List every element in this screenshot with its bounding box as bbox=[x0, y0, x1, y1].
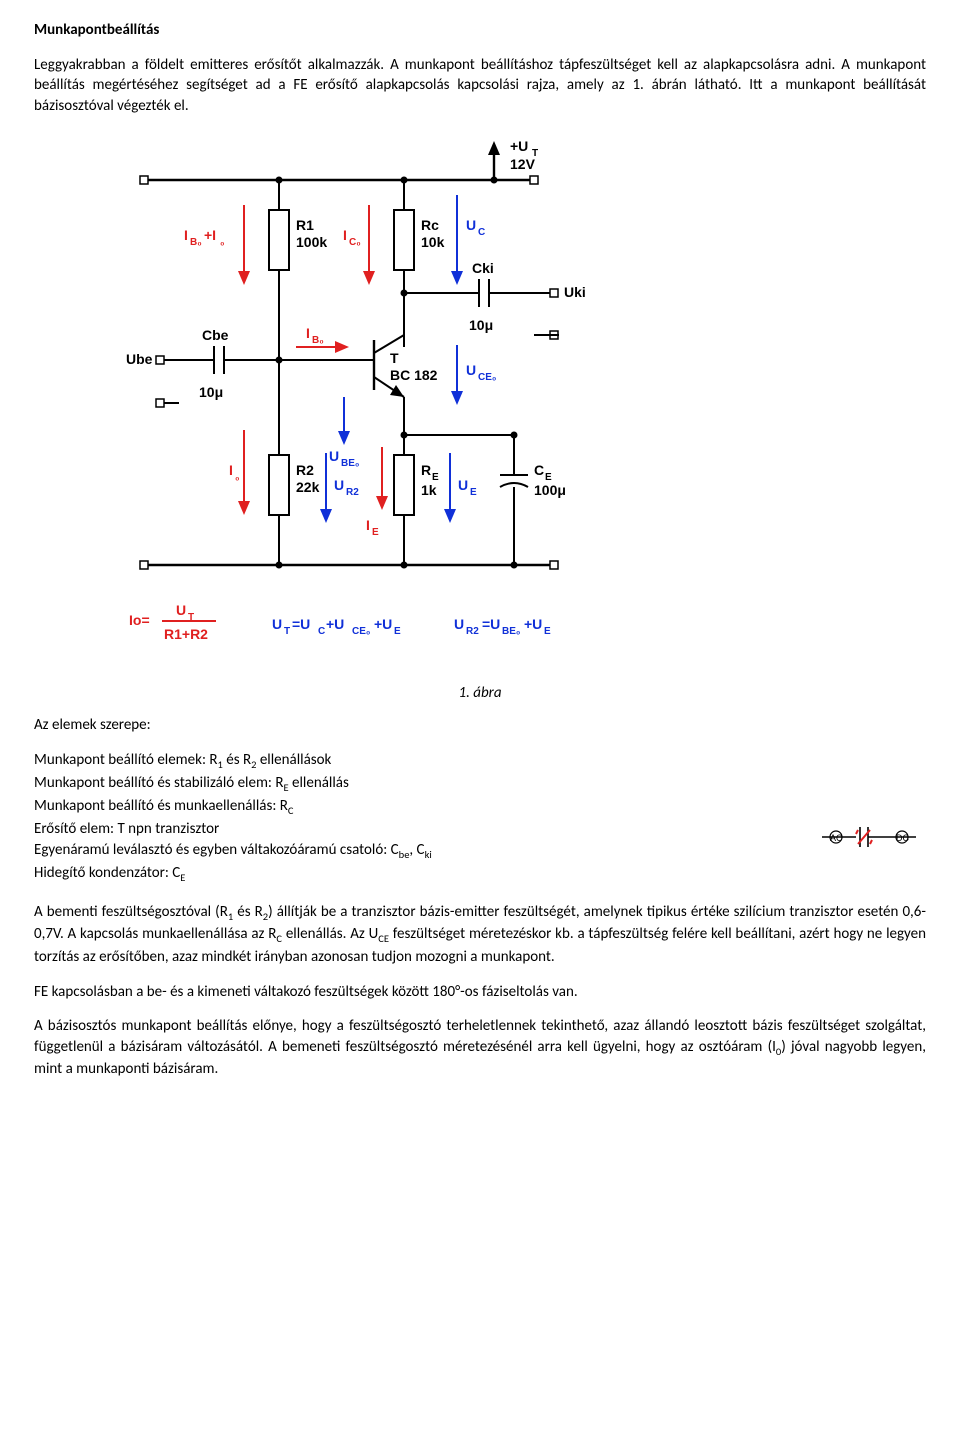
svg-text:R1: R1 bbox=[296, 217, 314, 233]
svg-text:U: U bbox=[176, 602, 186, 618]
svg-text:I: I bbox=[229, 462, 233, 478]
svg-text:T: T bbox=[188, 612, 194, 623]
svg-text:₀: ₀ bbox=[220, 237, 225, 248]
subscript: be bbox=[399, 848, 410, 861]
svg-text:R2: R2 bbox=[296, 462, 314, 478]
list-text: Munkapont beállító elemek: R bbox=[34, 751, 218, 769]
paragraph-advantage: A bázisosztós munkapont beállítás előnye… bbox=[34, 1016, 926, 1080]
svg-text:Cki: Cki bbox=[472, 260, 494, 276]
figure-caption: 1. ábra bbox=[34, 683, 926, 704]
list-text: Egyenáramú leválasztó és egyben váltakoz… bbox=[34, 841, 399, 859]
svg-text:Cbe: Cbe bbox=[202, 327, 229, 343]
circuit-svg: .w { stroke:#000; stroke-width:2; fill:n… bbox=[34, 135, 664, 655]
subscript: CE bbox=[378, 932, 389, 945]
svg-text:E: E bbox=[394, 626, 401, 637]
svg-text:E: E bbox=[544, 626, 551, 637]
list-text: Munkapont beállító és stabilizáló elem: … bbox=[34, 774, 283, 792]
subscript: E bbox=[180, 871, 185, 884]
svg-text:I: I bbox=[343, 227, 347, 243]
svg-text:12V: 12V bbox=[510, 156, 536, 172]
svg-text:U: U bbox=[329, 448, 339, 464]
svg-text:+I: +I bbox=[204, 227, 216, 243]
elements-role-heading: Az elemek szerepe: bbox=[34, 715, 926, 736]
svg-text:C: C bbox=[318, 626, 325, 637]
svg-text:AC: AC bbox=[830, 833, 843, 843]
svg-text:E: E bbox=[372, 527, 379, 538]
list-text: és R bbox=[223, 751, 251, 769]
subscript: ki bbox=[425, 848, 432, 861]
svg-text:+U: +U bbox=[524, 616, 542, 632]
intro-paragraph: Leggyakrabban a földelt emitteres erősít… bbox=[34, 55, 926, 117]
svg-text:=U: =U bbox=[292, 616, 310, 632]
list-text: Munkapont beállító és munkaellenállás: R bbox=[34, 797, 288, 815]
svg-text:C₀: C₀ bbox=[349, 237, 361, 248]
svg-text:Uki: Uki bbox=[564, 284, 586, 300]
list-item: Munkapont beállító és stabilizáló elem: … bbox=[34, 773, 926, 796]
list-text: , C bbox=[409, 841, 424, 859]
list-text: ellenállás bbox=[289, 774, 349, 792]
svg-text:U: U bbox=[466, 362, 476, 378]
list-item: Hidegítő kondenzátor: CE bbox=[34, 863, 926, 886]
svg-text:BE₀: BE₀ bbox=[502, 626, 520, 637]
svg-text:Ube: Ube bbox=[126, 351, 153, 367]
section-title: Munkapontbeállítás bbox=[34, 20, 926, 41]
svg-text:C: C bbox=[534, 462, 544, 478]
list-item: Munkapont beállító és munkaellenállás: R… bbox=[34, 796, 926, 819]
svg-text:+U: +U bbox=[326, 616, 344, 632]
circuit-figure: .w { stroke:#000; stroke-width:2; fill:n… bbox=[34, 135, 926, 655]
svg-text:U: U bbox=[334, 477, 344, 493]
list-item: Erősítő elem: T npn tranzisztor bbox=[34, 819, 926, 840]
svg-text:R2: R2 bbox=[466, 626, 479, 637]
svg-text:CE₀: CE₀ bbox=[478, 372, 496, 383]
svg-text:BE₀: BE₀ bbox=[341, 458, 359, 469]
svg-text:DC: DC bbox=[896, 833, 909, 843]
svg-text:Io=: Io= bbox=[129, 612, 150, 628]
para-text: ellenállás. Az U bbox=[282, 925, 378, 943]
svg-text:I: I bbox=[184, 227, 188, 243]
svg-text:BC 182: BC 182 bbox=[390, 367, 438, 383]
svg-text:Rc: Rc bbox=[421, 217, 439, 233]
svg-text:₀: ₀ bbox=[235, 472, 240, 483]
svg-text:I: I bbox=[366, 517, 370, 533]
svg-text:R: R bbox=[421, 462, 431, 478]
paragraph-phase-shift: FE kapcsolásban a be- és a kimeneti vált… bbox=[34, 982, 926, 1003]
svg-text:10k: 10k bbox=[421, 234, 445, 250]
svg-text:E: E bbox=[470, 487, 477, 498]
list-item: Munkapont beállító elemek: R1 és R2 elle… bbox=[34, 750, 926, 773]
para-text: és R bbox=[233, 903, 263, 921]
svg-text:U: U bbox=[466, 217, 476, 233]
svg-text:100μ: 100μ bbox=[534, 482, 566, 498]
svg-text:10μ: 10μ bbox=[199, 384, 223, 400]
svg-text:B₀: B₀ bbox=[312, 335, 324, 346]
list-text: Hidegítő kondenzátor: C bbox=[34, 864, 180, 882]
svg-text:CE₀: CE₀ bbox=[352, 626, 370, 637]
svg-text:1k: 1k bbox=[421, 482, 437, 498]
svg-text:T: T bbox=[284, 626, 290, 637]
para-text: A bementi feszültségosztóval (R bbox=[34, 903, 228, 921]
svg-text:R2: R2 bbox=[346, 487, 359, 498]
svg-text:=U: =U bbox=[482, 616, 500, 632]
list-text: ellenállások bbox=[256, 751, 331, 769]
svg-text:U: U bbox=[272, 616, 282, 632]
svg-text:22k: 22k bbox=[296, 479, 320, 495]
svg-text:B₀: B₀ bbox=[190, 237, 202, 248]
paragraph-voltage-divider: A bementi feszültségosztóval (R1 és R2) … bbox=[34, 902, 926, 968]
svg-text:+U: +U bbox=[374, 616, 392, 632]
svg-text:R1+R2: R1+R2 bbox=[164, 626, 208, 642]
subscript: C bbox=[288, 804, 294, 817]
svg-text:U: U bbox=[454, 616, 464, 632]
svg-text:100k: 100k bbox=[296, 234, 327, 250]
svg-text:I: I bbox=[306, 325, 310, 341]
svg-text:T: T bbox=[390, 350, 399, 366]
svg-text:C: C bbox=[478, 227, 485, 238]
svg-text:+U: +U bbox=[510, 138, 528, 154]
elements-list: Munkapont beállító elemek: R1 és R2 elle… bbox=[34, 750, 926, 886]
list-item: AC DC Egyenáramú leválasztó és egyben vá… bbox=[34, 840, 926, 863]
svg-text:U: U bbox=[458, 477, 468, 493]
svg-text:10μ: 10μ bbox=[469, 317, 493, 333]
capacitor-symbol-icon: AC DC bbox=[816, 822, 926, 852]
